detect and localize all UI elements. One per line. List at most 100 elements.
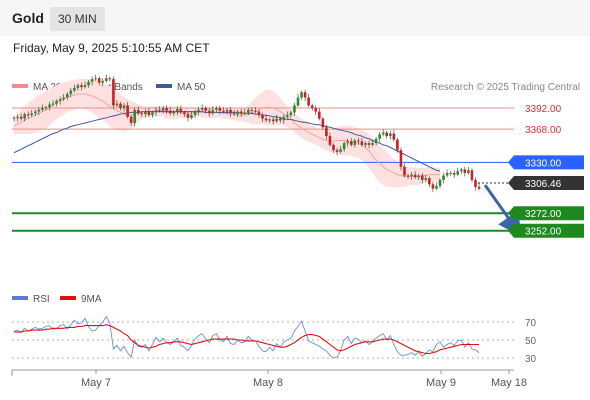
candle-body: [239, 111, 243, 114]
candle-body: [34, 111, 37, 114]
candle-body: [119, 103, 122, 109]
candle-body: [346, 141, 349, 144]
candle-body: [293, 105, 296, 113]
candle-body: [48, 104, 51, 108]
candle-body: [275, 118, 278, 122]
candle-body: [261, 115, 264, 119]
candle-body: [371, 143, 374, 145]
candle-body: [428, 178, 431, 185]
candle-body: [90, 79, 94, 82]
forecast-arrow: [483, 184, 523, 237]
candle-body: [112, 79, 115, 106]
candle-body: [190, 115, 193, 118]
candle-body: [420, 175, 424, 180]
candle-body: [307, 97, 310, 106]
candle-body: [76, 85, 80, 88]
candle-body: [80, 85, 83, 88]
attribution: Research © 2025 Trading Central: [431, 82, 580, 93]
candle-body: [403, 166, 406, 176]
candle-body: [179, 108, 183, 113]
candle-body: [58, 99, 62, 102]
candle-body: [26, 114, 30, 116]
candle-body: [168, 110, 172, 114]
candle-body: [108, 78, 112, 80]
candle-body: [456, 171, 460, 175]
price-chart[interactable]: MA 20 + Bollinger Bands MA 50 Research ©…: [0, 36, 590, 400]
ma50-legend-swatch: [156, 84, 172, 88]
candle-body: [186, 114, 190, 118]
chart-datetime: Friday, May 9, 2025 5:10:55 AM CET: [13, 41, 210, 55]
candle-body: [367, 143, 371, 145]
candle-body: [445, 172, 449, 176]
candle-body: [200, 108, 204, 110]
candle-body: [328, 136, 332, 145]
candle-body: [204, 108, 207, 111]
candle-body: [232, 113, 236, 115]
candle-body: [385, 132, 389, 137]
ma9-legend-label: 9MA: [81, 294, 102, 305]
time-tick-label: May 8: [253, 377, 283, 389]
candle-body: [257, 111, 261, 116]
timeframe-tab[interactable]: 30 MIN: [50, 7, 105, 31]
candle-body: [438, 179, 442, 187]
candle-body: [360, 141, 364, 145]
candle-body: [101, 80, 105, 83]
pivot-tag-label: 3330.00: [525, 158, 562, 169]
candle-body: [303, 92, 307, 98]
candle-body: [65, 94, 69, 98]
candle-body: [310, 105, 314, 109]
support-tag-label: 3272.00: [525, 209, 562, 220]
candle-body: [147, 111, 151, 116]
candle-body: [176, 108, 179, 112]
candle-body: [215, 108, 218, 110]
candle-body: [30, 113, 34, 116]
candle-body: [94, 78, 97, 80]
candle-body: [378, 134, 381, 139]
candle-body: [73, 87, 76, 91]
candle-body: [452, 172, 456, 175]
rsi-legend-label: RSI: [33, 294, 50, 305]
candle-body: [286, 115, 289, 117]
ma50-legend-label: MA 50: [177, 82, 206, 93]
candle-body: [144, 111, 147, 115]
candle-body: [161, 108, 165, 111]
candle-body: [442, 175, 445, 180]
rsi-legend-swatch: [12, 296, 28, 300]
candle-body: [133, 109, 136, 123]
candle-body: [278, 118, 282, 121]
candle-body: [115, 103, 119, 106]
candle-body: [19, 116, 23, 119]
rsi-tick-label: 50: [525, 336, 537, 347]
time-axis: May 7 May 8 May 9 May 18: [11, 369, 527, 389]
candle-body: [222, 110, 225, 112]
rsi-tick-label: 70: [525, 318, 537, 329]
candle-body: [314, 108, 318, 112]
candle-body: [399, 150, 403, 167]
candle-body: [413, 174, 417, 178]
candle-body: [268, 119, 271, 121]
candle-body: [105, 78, 108, 81]
candle-body: [474, 179, 477, 187]
candle-body: [417, 175, 420, 178]
candle-body: [467, 170, 470, 173]
candle-body: [158, 109, 161, 111]
candle-body: [229, 109, 232, 114]
rsi-line: [13, 315, 480, 359]
candle-body: [87, 81, 90, 86]
candle-body: [122, 105, 126, 109]
candle-body: [37, 109, 41, 112]
chart-header: Gold 30 MIN: [0, 0, 590, 36]
candle-body: [12, 117, 16, 119]
time-tick-label: May 7: [81, 377, 111, 389]
candle-body: [335, 150, 339, 152]
resistance-label: 3368.00: [525, 125, 562, 136]
candle-body: [225, 109, 229, 112]
candle-body: [332, 144, 335, 151]
candle-body: [207, 110, 211, 114]
candle-body: [69, 90, 73, 95]
candle-body: [165, 108, 168, 111]
resistance-label: 3392.00: [525, 104, 562, 115]
candle-body: [392, 133, 396, 140]
rsi-tick-label: 30: [525, 354, 537, 365]
candle-body: [449, 172, 452, 174]
